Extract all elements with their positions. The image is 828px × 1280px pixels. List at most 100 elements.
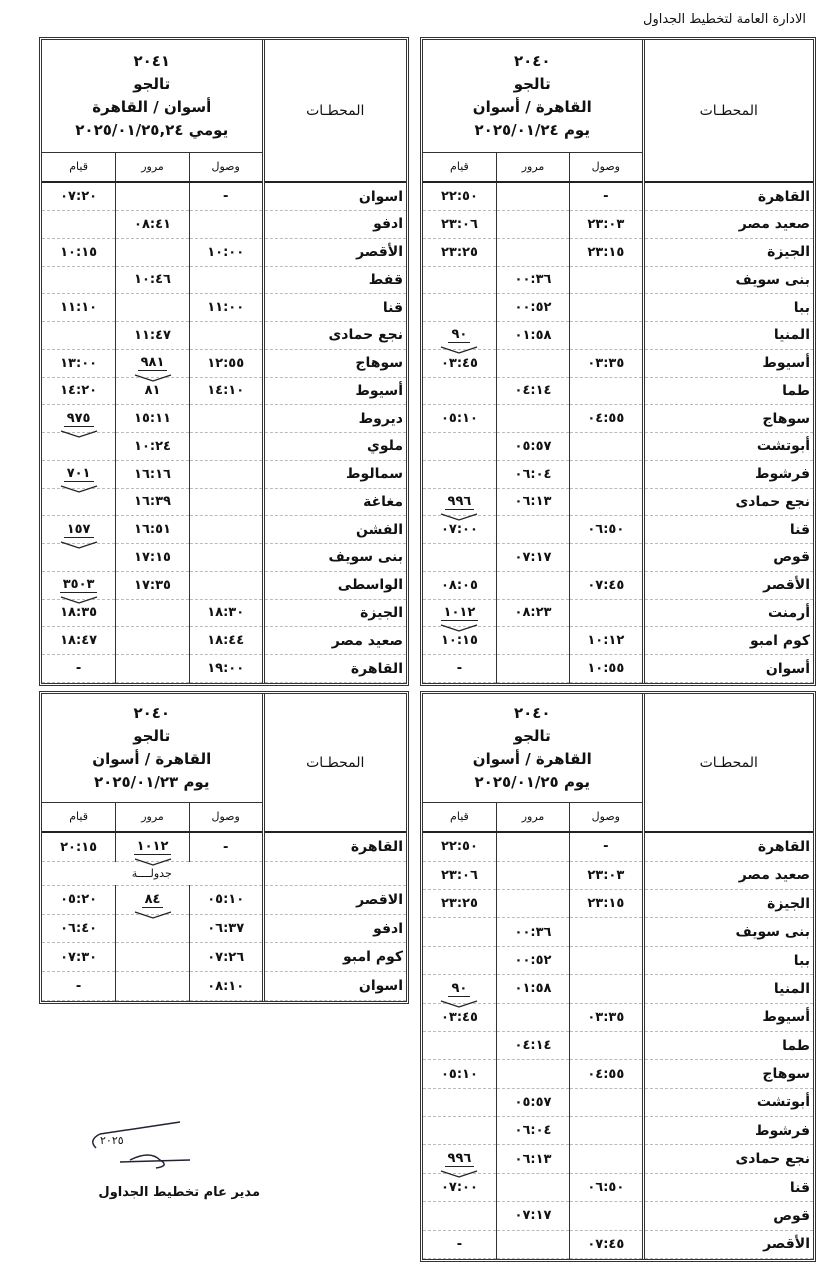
signature-block: ٢٠٢٥ مدير عام تخطيط الجداول xyxy=(60,1120,260,1200)
depart-time: ١٤:٢٠ xyxy=(60,383,98,399)
depart-cell xyxy=(423,1031,497,1061)
table-row: ادفو ٠٨:٤١ xyxy=(42,210,406,239)
station-name: المنيا xyxy=(641,321,813,350)
station-name: الأقصر xyxy=(261,238,406,267)
table-row: أسوان ١٠:٥٥ - xyxy=(423,654,813,683)
station-name: قوص xyxy=(641,1201,813,1231)
train-date: يومي ٢٠٢٥/٠١/٢٥,٢٤ xyxy=(75,120,229,139)
depart-header: قيام xyxy=(423,802,497,833)
arrival-time: ١٤:١٠ xyxy=(207,383,245,399)
arrival-cell: - xyxy=(569,182,643,212)
depart-cell xyxy=(423,946,497,976)
station-name: أبوتشت xyxy=(641,1088,813,1118)
table-row: بنى سويف ١٧:١٥ xyxy=(42,543,406,572)
table-row: ببا ٠٠:٥٢ xyxy=(423,946,813,976)
arrival-time: ٢٣:٠٣ xyxy=(587,216,625,232)
table-row: قوص ٠٧:١٧ xyxy=(423,1201,813,1231)
station-name: قفط xyxy=(261,266,406,295)
depart-cell: ٠٧:٣٠ xyxy=(42,942,116,973)
arrival-cell xyxy=(189,404,263,434)
depart-cell: ٢٣:٠٦ xyxy=(423,210,497,239)
table-row: ملوي ١٠:٢٤ xyxy=(42,432,406,461)
table-row: كوم امبو ٠٧:٢٦ ٠٧:٣٠ xyxy=(42,942,406,973)
handwritten-signature xyxy=(92,1121,191,1169)
depart-cell: - xyxy=(423,1230,497,1260)
station-name: فرشوط xyxy=(641,1116,813,1146)
depart-train-ref: ٣٥٠٣ xyxy=(59,578,98,594)
pass-cell: ٠٥:٥٧ xyxy=(495,1088,571,1118)
station-name: ادفو xyxy=(261,210,406,239)
pass-time: ١٥:١١ xyxy=(134,411,171,427)
arrival-cell xyxy=(569,432,643,461)
station-name: صعيد مصر xyxy=(641,210,813,239)
arrival-cell xyxy=(569,377,643,406)
depart-time: - xyxy=(456,661,463,677)
depart-cell: ٩٩٦ xyxy=(423,1144,497,1178)
table-row: مغاغة ١٦:٣٩ xyxy=(42,488,406,517)
arrival-cell xyxy=(569,488,643,517)
depart-cell: ٠٦:٤٠ xyxy=(42,914,116,944)
pass-cell xyxy=(115,654,190,683)
depart-cell xyxy=(423,432,497,461)
station-name: كوم امبو xyxy=(261,942,406,973)
chevron-mark-icon xyxy=(441,1000,478,1008)
chevron-mark-icon xyxy=(134,374,171,382)
depart-train-ref: ٧٠١ xyxy=(63,467,94,483)
arrival-cell xyxy=(189,460,263,489)
arrival-cell xyxy=(569,1088,643,1118)
table-row: أرمنت ٠٨:٢٣ ١٠١٢ xyxy=(423,599,813,632)
station-name: ببا xyxy=(641,946,813,976)
arrival-cell: ٠٧:٤٥ xyxy=(569,571,643,600)
pass-header: مرور xyxy=(115,802,190,833)
depart-cell: ٩٠ xyxy=(423,974,497,1008)
table-row: القاهرة ١٩:٠٠ - xyxy=(42,654,406,683)
depart-cell: ١٣:٠٠ xyxy=(42,349,116,378)
train-number: ٢٠٤٠ xyxy=(513,51,551,70)
pass-cell: ٩٨١ xyxy=(115,349,190,382)
arrival-time: ٠٨:١٠ xyxy=(207,978,245,994)
station-name: القاهرة xyxy=(261,654,406,683)
train-number: ٢٠٤٠ xyxy=(513,703,551,722)
depart-time: ٢٢:٥٠ xyxy=(440,189,478,205)
depart-cell xyxy=(423,543,497,572)
depart-cell xyxy=(42,210,116,239)
depart-time: ١٨:٤٧ xyxy=(60,633,98,649)
depart-cell: ٢٠:١٥ xyxy=(42,832,116,863)
pass-time: ٠٤:١٤ xyxy=(514,383,552,399)
depart-time: ٠٧:٢٠ xyxy=(60,189,98,205)
depart-cell: ٠٥:١٠ xyxy=(423,404,497,434)
arrival-cell: ٢٣:١٥ xyxy=(569,889,643,919)
station-name: القاهرة xyxy=(641,182,813,212)
depart-cell xyxy=(423,1201,497,1231)
table-row: ببا ٠٠:٥٢ xyxy=(423,293,813,323)
arrival-cell xyxy=(569,293,643,323)
station-name: أسيوط xyxy=(261,377,406,406)
arrival-header: وصول xyxy=(189,802,263,833)
depart-cell: ١٠:١٥ xyxy=(42,238,116,267)
train-route: القاهرة / أسوان xyxy=(92,749,212,768)
depart-time: ٢٢:٥٠ xyxy=(440,839,478,855)
arrival-cell: ٢٣:٠٣ xyxy=(569,861,643,891)
pass-cell: ٠٦:١٣ xyxy=(495,488,571,517)
stations-header: المحطـات xyxy=(261,40,406,183)
arrival-time: ٢٣:٠٣ xyxy=(587,867,625,883)
train-type: تالجو xyxy=(133,74,171,93)
table-row: قفط ١٠:٤٦ xyxy=(42,266,406,295)
pass-cell xyxy=(495,1059,571,1089)
pass-cell: ١٠:٢٤ xyxy=(115,432,190,461)
depart-train-ref: ٩٠ xyxy=(448,328,471,344)
table-row: ادفو ٠٦:٣٧ ٠٦:٤٠ xyxy=(42,914,406,944)
pass-time: ٠٠:٥٢ xyxy=(514,953,552,969)
table-row: سمالوط ١٦:١٦ ٧٠١ xyxy=(42,460,406,493)
arrival-time: ٠٤:٥٥ xyxy=(587,1066,625,1082)
pass-time: ٠٠:٥٢ xyxy=(514,300,552,316)
table-row: المنيا ٠١:٥٨ ٩٠ xyxy=(423,974,813,1008)
pass-cell xyxy=(495,515,571,545)
pass-cell: ١٠١٢ xyxy=(115,832,190,866)
arrival-cell: ١٩:٠٠ xyxy=(189,654,263,683)
station-name: ديروط xyxy=(261,404,406,434)
table-row: صعيد مصر ١٨:٤٤ ١٨:٤٧ xyxy=(42,626,406,656)
arrival-cell xyxy=(189,543,263,572)
pass-cell xyxy=(115,293,190,323)
pass-cell: ١٧:٣٥ xyxy=(115,571,190,600)
